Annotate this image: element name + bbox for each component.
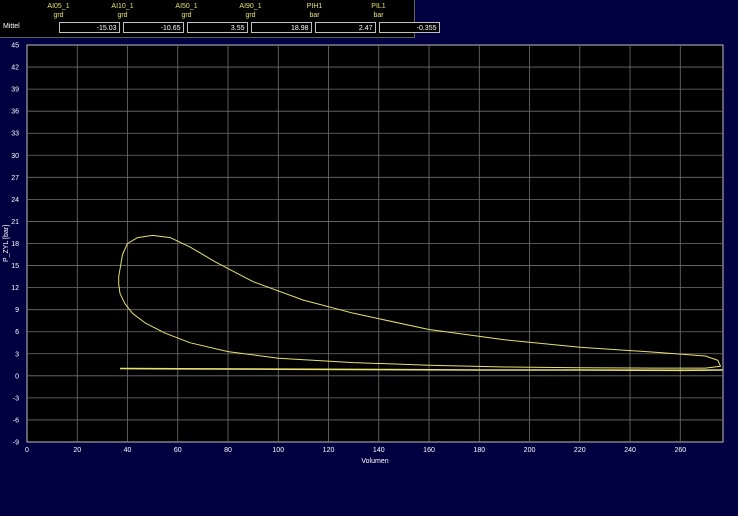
y-tick-label: 27 [11,175,19,182]
tick-labels: 0 20 40 60 80 100 120 140 160 180 200 220 240 260-9-6… [11,43,686,455]
header-value: -15.03 [58,22,120,33]
x-tick-label: 60 [174,447,182,454]
x-tick-label: 0 [25,447,29,454]
header-unit: grd [181,12,192,19]
header-unit: bar [309,12,320,19]
header-unit: grd [117,12,128,19]
y-tick-label: 12 [11,285,19,292]
y-tick-label: -9 [13,440,19,447]
header-unit: grd [245,12,256,19]
y-tick-label: 36 [11,109,19,116]
y-tick-label: 6 [15,329,19,336]
y-tick-label: 30 [11,153,19,160]
y-tick-label: 42 [11,65,19,72]
x-tick-label: 140 [373,447,385,454]
x-tick-label: 40 [124,447,132,454]
x-tick-label: 200 [524,447,536,454]
header-value: 2.47 [314,22,376,33]
header-unit: grd [53,12,64,19]
header-name: PIL1 [371,3,386,10]
y-axis-label: P_ZYL [bar] [3,225,10,262]
y-tick-label: 9 [15,307,19,314]
header-value: -0.355 [378,22,440,33]
series-line-1 [118,234,721,369]
header-name: AI90_1 [239,3,262,10]
header-name: AI10_1 [111,3,134,10]
header-value: -10.65 [122,22,184,33]
y-tick-label: 21 [11,219,19,226]
y-tick-label: 0 [15,373,19,380]
y-tick-label: 45 [11,43,19,50]
series-line-2 [119,367,724,372]
y-tick-label: 18 [11,241,19,248]
row-label: Mittel [3,23,20,30]
header-name: PIH1 [306,3,323,10]
x-tick-label: 240 [624,447,636,454]
x-tick-label: 180 [473,447,485,454]
x-tick-label: 120 [323,447,335,454]
x-tick-label: 260 [674,447,686,454]
x-tick-label: 80 [224,447,232,454]
y-tick-label: 39 [11,87,19,94]
y-tick-label: 15 [11,263,19,270]
header-value: 18.98 [250,22,312,33]
series-group [118,234,724,372]
header-panel: Mittel AI05_1 grd -15.03 AI10_1 grd -10.… [0,0,440,38]
y-tick-label: 24 [11,197,19,204]
header-name: AI05_1 [47,3,70,10]
header-unit: bar [373,12,384,19]
x-tick-label: 100 [272,447,284,454]
x-tick-label: 160 [423,447,435,454]
x-axis-label: Volumen [361,458,388,465]
y-tick-label: 3 [15,351,19,358]
x-tick-label: 220 [574,447,586,454]
x-tick-label: 20 [73,447,81,454]
y-tick-label: -6 [13,417,19,424]
y-tick-label: -3 [13,395,19,402]
header-name: AI50_1 [175,3,198,10]
header-value: 3.55 [186,22,248,33]
y-tick-label: 33 [11,131,19,138]
grid [27,45,723,442]
